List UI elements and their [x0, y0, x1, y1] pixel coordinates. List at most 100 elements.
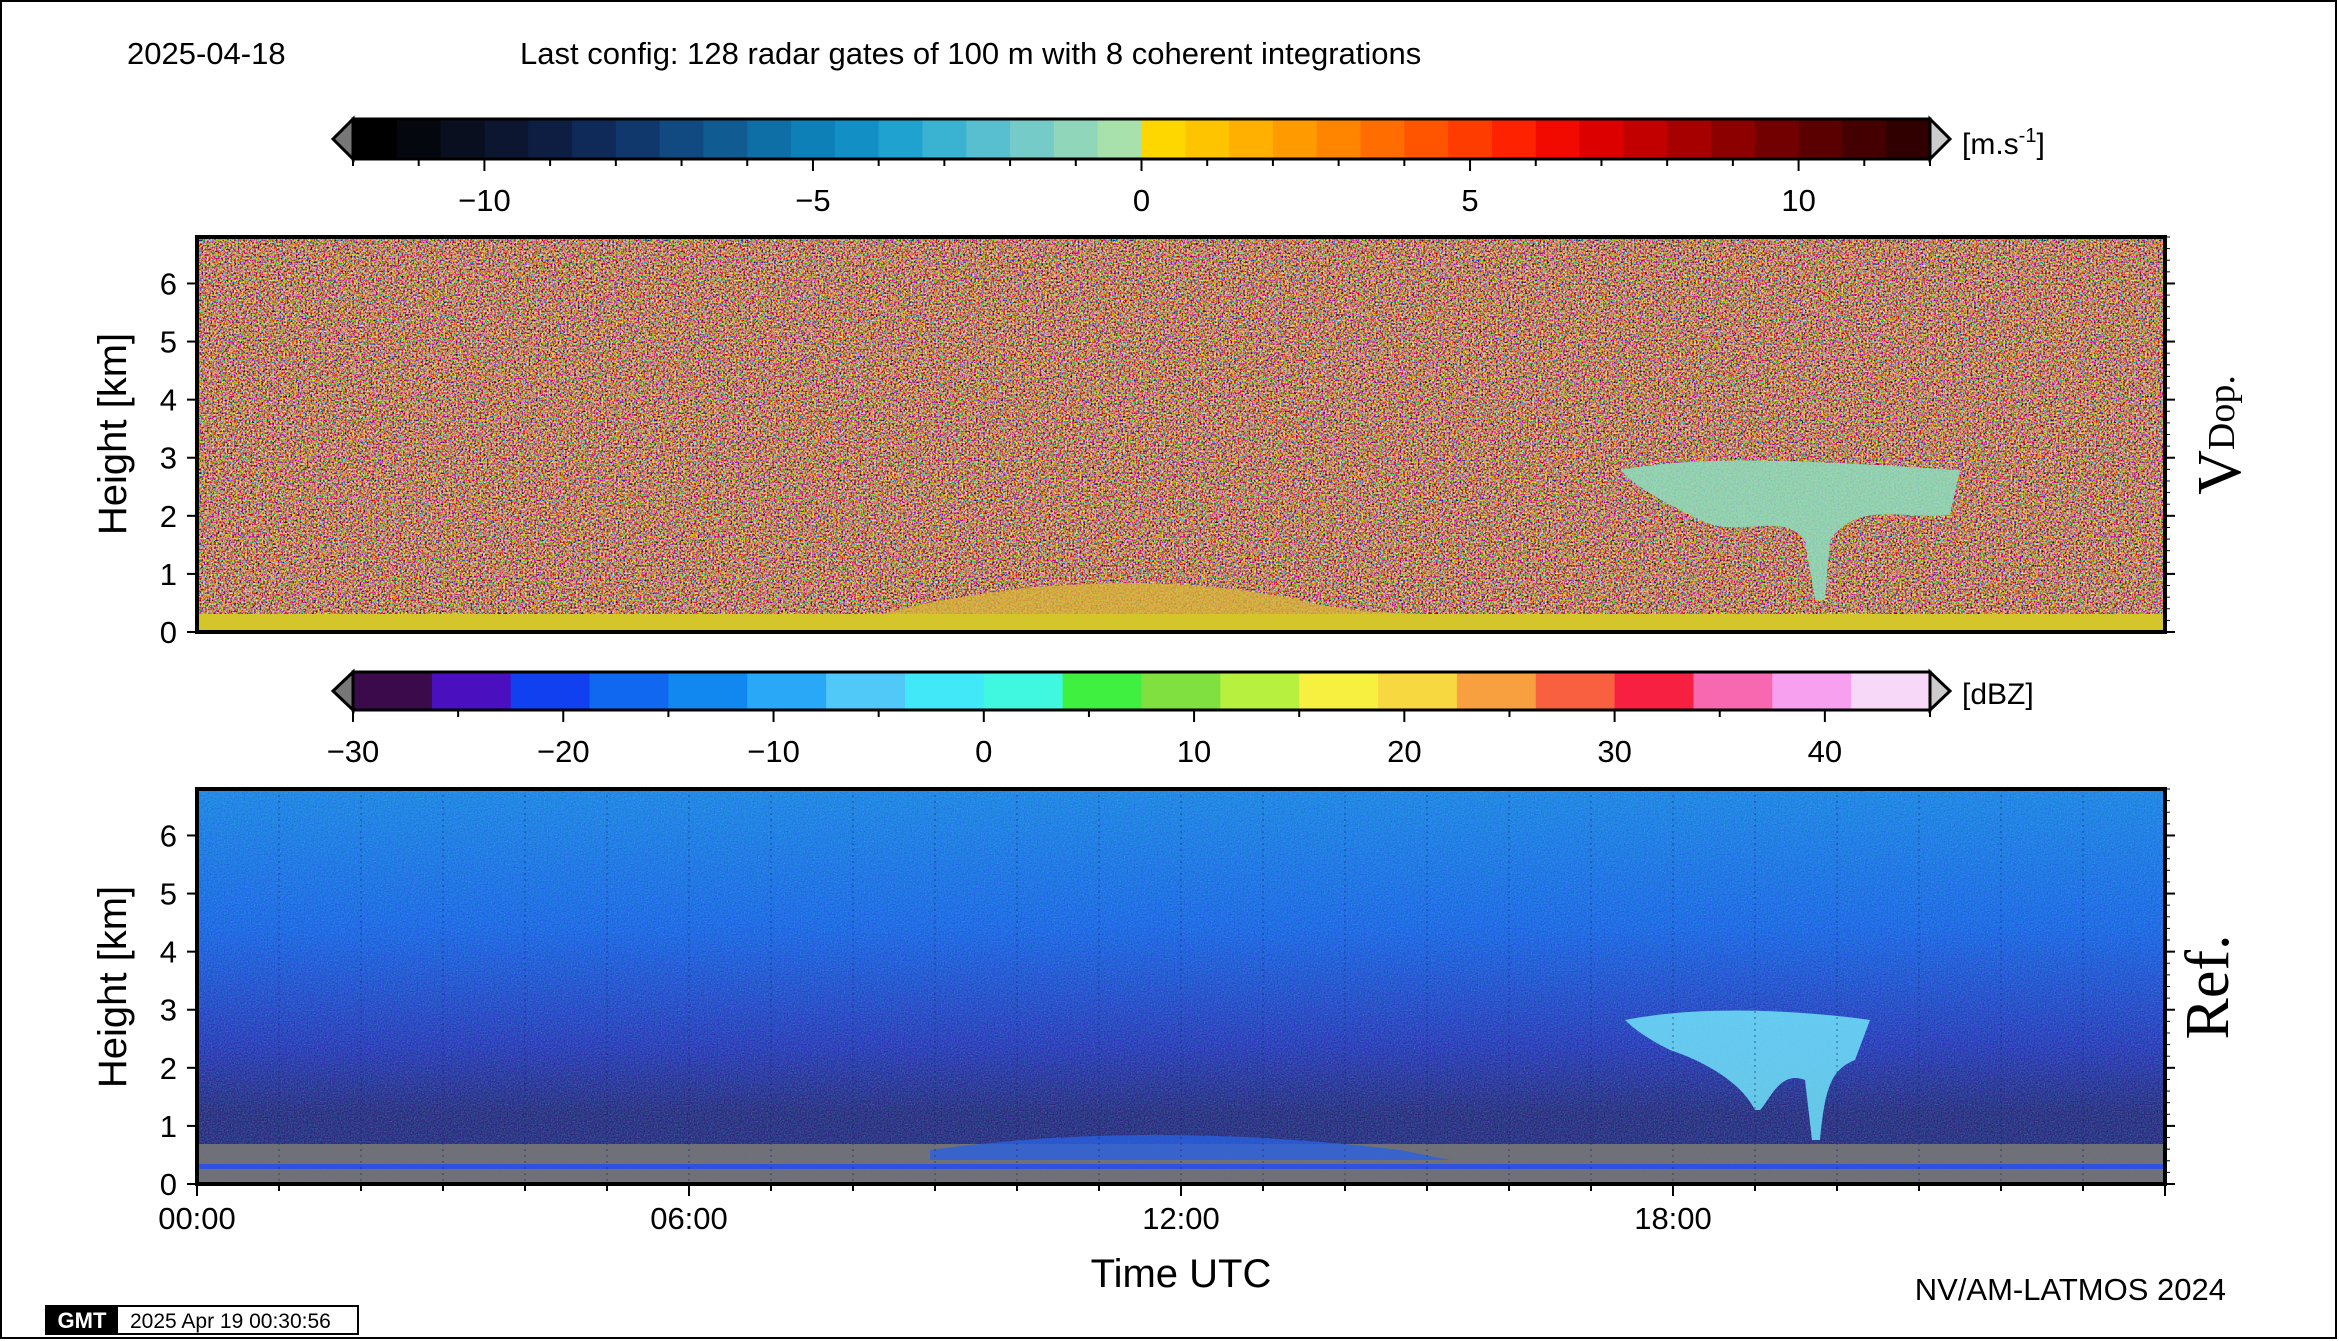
- reflectivity-colorbar-tick-label: 30: [1597, 734, 1631, 769]
- doppler-colorbar-tick-label: −5: [795, 183, 830, 218]
- doppler-colorbar-over-arrow: [1928, 115, 1953, 163]
- reflectivity-colorbar-cell: [1299, 672, 1379, 710]
- doppler-colorbar-cell: [1842, 119, 1887, 159]
- doppler-colorbar-under-arrow: [330, 115, 355, 163]
- reflectivity-colorbar-cell: [1378, 672, 1458, 710]
- doppler-y-axis-label: Height [km]: [91, 333, 135, 535]
- doppler-colorbar-tick-label: 0: [1133, 183, 1150, 218]
- reflectivity-y-tick-label: 5: [160, 877, 177, 912]
- doppler-colorbar-cell: [528, 119, 573, 159]
- doppler-colorbar-cell: [1535, 119, 1581, 159]
- doppler-colorbar-cell: [1360, 119, 1405, 159]
- reflectivity-colorbar-cell: [983, 672, 1064, 710]
- reflectivity-y-tick-label: 3: [160, 993, 177, 1028]
- doppler-colorbar-cell: [791, 119, 836, 159]
- doppler-colorbar-cell: [703, 119, 748, 159]
- doppler-colorbar-unit: [m.s-1]: [1962, 125, 2045, 161]
- doppler-colorbar-cell: [1141, 119, 1186, 159]
- doppler-colorbar-cell: [396, 119, 442, 159]
- reflectivity-colorbar-cell: [668, 672, 748, 710]
- reflectivity-cloud-band: [1625, 1010, 1870, 1140]
- doppler-colorbar-cell: [1798, 119, 1843, 159]
- doppler-panel: 0 1 2 3 4 5 6 Height [km] VDop.: [91, 235, 2254, 650]
- doppler-cloud-band: [1620, 460, 1960, 600]
- reflectivity-colorbar-over-arrow: [1928, 668, 1953, 714]
- gmt-timestamp: 2025 Apr 19 00:30:56: [130, 1310, 331, 1333]
- reflectivity-colorbar-cell: [1456, 672, 1537, 710]
- doppler-y-tick-label: 4: [160, 383, 177, 418]
- doppler-colorbar-cell: [1010, 119, 1055, 159]
- doppler-colorbar-cell: [1623, 119, 1668, 159]
- doppler-y-tick-label: 5: [160, 325, 177, 360]
- doppler-colorbar-tick-label: 5: [1461, 183, 1478, 218]
- reflectivity-colorbar-cell: [1772, 672, 1852, 710]
- reflectivity-colorbar-under-arrow: [330, 668, 355, 714]
- doppler-colorbar-cell: [834, 119, 880, 159]
- doppler-colorbar-cell: [1097, 119, 1143, 159]
- reflectivity-colorbar-tick-label: −10: [747, 734, 800, 769]
- reflectivity-colorbar-unit: [dBZ]: [1962, 678, 2034, 711]
- reflectivity-colorbar-tick-label: −20: [537, 734, 590, 769]
- doppler-colorbar-cell: [966, 119, 1011, 159]
- reflectivity-colorbar-tick-label: 0: [975, 734, 992, 769]
- reflectivity-colorbar-tick-label: 20: [1387, 734, 1421, 769]
- credit-label: NV/AM-LATMOS 2024: [1915, 1272, 2226, 1307]
- doppler-boundary-layer: [880, 582, 1450, 614]
- reflectivity-colorbar: −30 −20 −10 0 10 20 30 40 [dBZ]: [327, 668, 2034, 769]
- reflectivity-panel: 0 1 2 3 4 5 6 00:00 06:00 12:00 18:00 Height [km]…: [91, 787, 2242, 1296]
- doppler-colorbar-cell: [353, 119, 398, 159]
- doppler-colorbar-cell: [922, 119, 967, 159]
- reflectivity-colorbar-cell: [1693, 672, 1773, 710]
- doppler-surface-layer: [197, 614, 2165, 632]
- doppler-colorbar-cell: [440, 119, 486, 159]
- reflectivity-colorbar-cell: [1062, 672, 1143, 710]
- doppler-colorbar-cell: [878, 119, 924, 159]
- doppler-colorbar-cell: [1710, 119, 1756, 159]
- gmt-stamp: GMT 2025 Apr 19 00:30:56: [45, 1305, 359, 1335]
- doppler-y-tick-label: 2: [160, 499, 177, 534]
- doppler-noise-field: [197, 237, 2165, 632]
- reflectivity-y-tick-label: 1: [160, 1109, 177, 1144]
- x-tick-label: 18:00: [1634, 1201, 1712, 1236]
- reflectivity-y-tick-label: 4: [160, 935, 177, 970]
- doppler-colorbar-cell: [1754, 119, 1800, 159]
- doppler-colorbar-cell: [1886, 119, 1931, 159]
- doppler-colorbar-cell: [1185, 119, 1230, 159]
- reflectivity-panel-label: Ref.: [2174, 934, 2242, 1039]
- reflectivity-colorbar-tick-label: 10: [1177, 734, 1211, 769]
- reflectivity-colorbar-cell: [1535, 672, 1616, 710]
- reflectivity-colorbar-cell: [353, 672, 433, 710]
- doppler-colorbar-cell: [1053, 119, 1099, 159]
- reflectivity-colorbar-tick-label: 40: [1808, 734, 1842, 769]
- x-axis-label: Time UTC: [1091, 1252, 1272, 1296]
- doppler-colorbar-cell: [1404, 119, 1449, 159]
- reflectivity-colorbar-cell: [826, 672, 906, 710]
- reflectivity-boundary-layer: [930, 1135, 1450, 1160]
- date-label: 2025-04-18: [127, 36, 286, 71]
- doppler-colorbar-cell: [1491, 119, 1537, 159]
- doppler-colorbar-cell: [615, 119, 661, 159]
- doppler-colorbar-cell: [572, 119, 617, 159]
- x-tick-label: 12:00: [1142, 1201, 1220, 1236]
- doppler-colorbar-cell: [1448, 119, 1493, 159]
- doppler-colorbar-cell: [484, 119, 529, 159]
- doppler-colorbar: −10 −5 0 5 10 [m.s-1]: [330, 115, 2045, 218]
- doppler-y-tick-label: 0: [160, 615, 177, 650]
- reflectivity-y-axis-label: Height [km]: [91, 886, 135, 1088]
- x-tick-label: 00:00: [158, 1201, 236, 1236]
- reflectivity-colorbar-cell: [589, 672, 669, 710]
- reflectivity-surface-line: [197, 1164, 2165, 1169]
- doppler-y-tick-label: 1: [160, 557, 177, 592]
- reflectivity-y-tick-label: 0: [160, 1167, 177, 1202]
- doppler-colorbar-tick-label: −10: [458, 183, 511, 218]
- reflectivity-colorbar-tick-label: −30: [327, 734, 380, 769]
- reflectivity-colorbar-cell: [904, 672, 985, 710]
- config-label: Last config: 128 radar gates of 100 m wi…: [520, 36, 1421, 71]
- doppler-colorbar-cell: [1229, 119, 1274, 159]
- doppler-y-tick-label: 6: [160, 266, 177, 301]
- reflectivity-colorbar-cell: [1614, 672, 1695, 710]
- reflectivity-y-tick-label: 6: [160, 818, 177, 853]
- reflectivity-colorbar-cell: [747, 672, 827, 710]
- reflectivity-colorbar-cell: [510, 672, 591, 710]
